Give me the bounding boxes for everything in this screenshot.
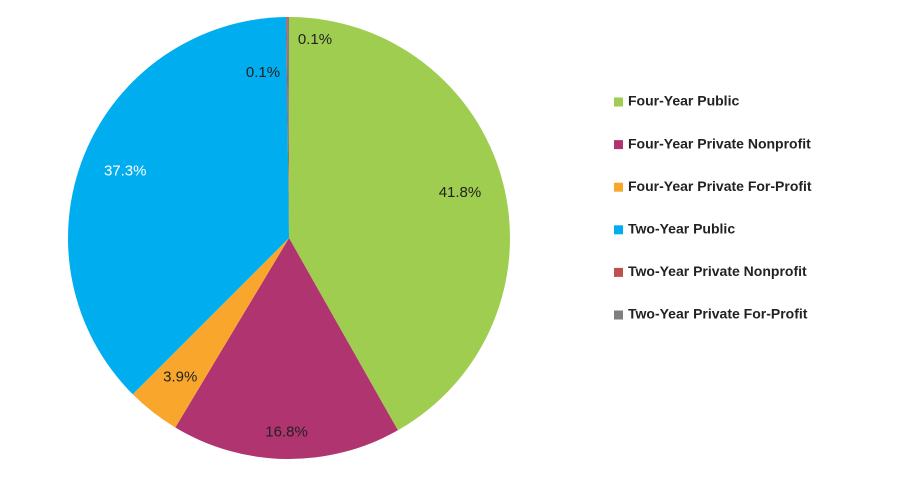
legend-swatch	[614, 140, 623, 150]
legend-label: Four-Year Private For-Profit	[628, 178, 812, 194]
pie-slice	[289, 17, 510, 431]
data-label: 37.3%	[104, 162, 147, 179]
pie-slice	[175, 238, 398, 460]
legend-label: Two-Year Private Nonprofit	[628, 263, 807, 279]
data-label: 16.8%	[265, 423, 308, 440]
legend-swatch	[614, 182, 623, 192]
pie-slice	[287, 17, 289, 238]
legend-label: Two-Year Public	[628, 221, 735, 237]
data-label: 3.9%	[163, 368, 197, 385]
pie-slice	[286, 17, 289, 238]
data-label: 0.1%	[246, 64, 280, 81]
data-label: 41.8%	[439, 184, 482, 201]
legend-swatch	[614, 225, 623, 235]
legend-label: Four-Year Private Nonprofit	[628, 135, 811, 151]
legend-swatch	[614, 267, 623, 277]
pie-slice	[132, 238, 289, 428]
legend-swatch	[614, 310, 623, 320]
pie-slice	[67, 17, 289, 395]
legend-label: Four-Year Public	[628, 93, 739, 109]
legend-swatch	[614, 97, 623, 107]
data-label: 0.1%	[298, 31, 332, 48]
legend-label: Two-Year Private For-Profit	[628, 306, 808, 322]
